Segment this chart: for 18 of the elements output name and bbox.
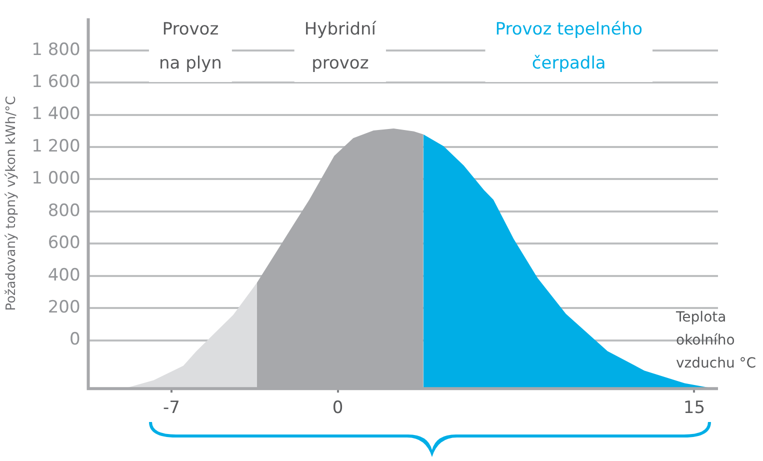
y-tick-label: 400 <box>48 265 80 286</box>
y-tick-label: 1 000 <box>32 168 80 189</box>
x-tick-label: 15 <box>683 398 706 418</box>
x-axis-title: Teplota okolního vzduchu °C <box>675 310 756 372</box>
annotation: Provoz na plyn <box>158 19 222 74</box>
x-tick-label: 0 <box>332 398 344 418</box>
y-tick-label: 1 800 <box>32 40 80 60</box>
y-axis-title: Požadovaný topný výkon kWh/°C <box>4 96 20 311</box>
y-tick-label: 600 <box>48 233 80 254</box>
y-tick-label: 1 200 <box>32 136 80 156</box>
y-tick-label: 800 <box>48 200 80 221</box>
y-tick-label: 200 <box>48 298 80 318</box>
y-tick-label: 0 <box>69 330 80 350</box>
annotation: Provoz tepelného čerpadla <box>495 19 643 74</box>
y-tick-label: 1 600 <box>32 72 80 92</box>
annotation: Hybridní provoz <box>304 19 378 74</box>
x-tick-label: -7 <box>162 398 180 418</box>
y-tick-label: 1 400 <box>32 104 80 124</box>
